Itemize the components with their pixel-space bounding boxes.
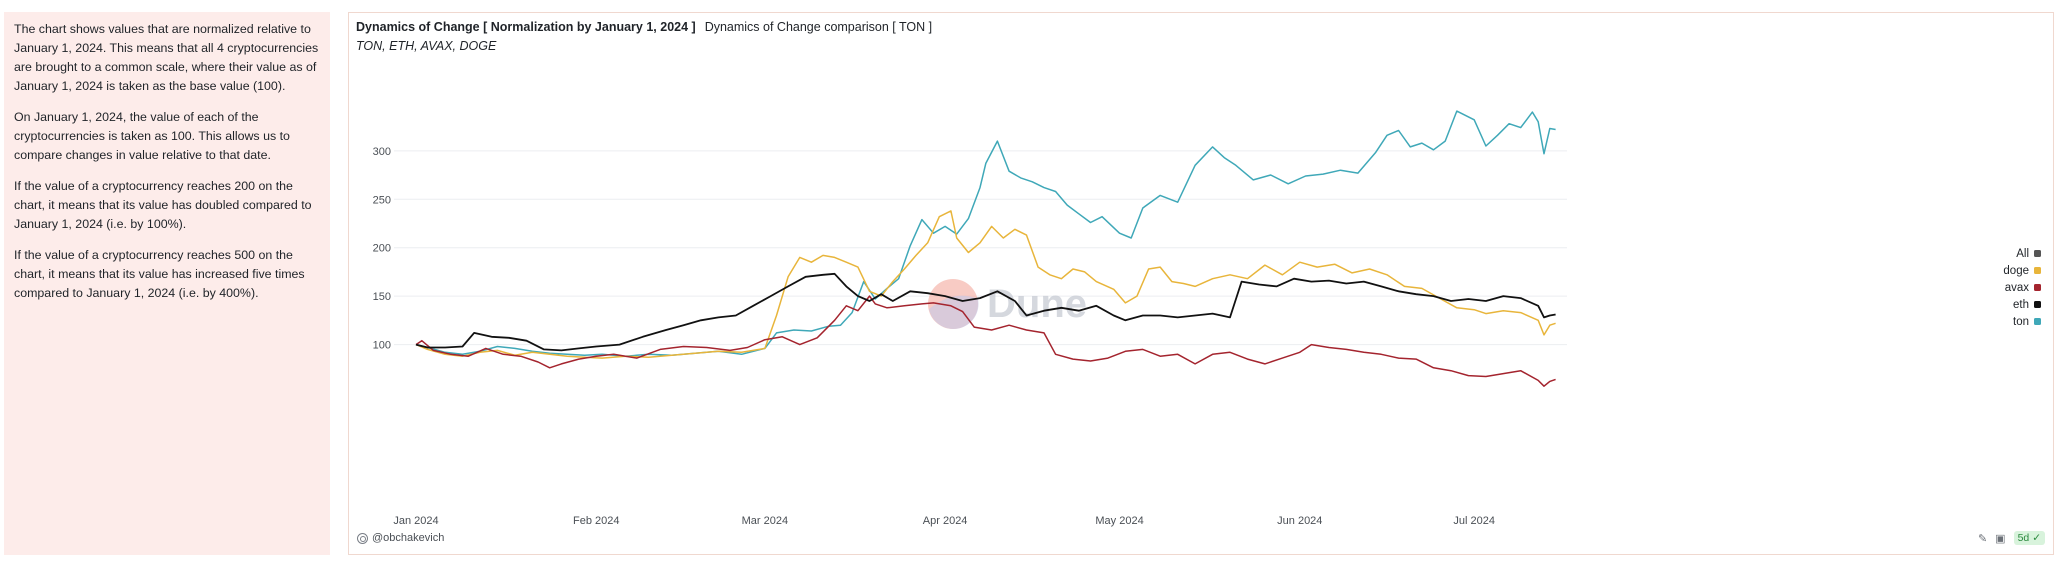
series-line-eth[interactable]: [415, 272, 1556, 352]
x-tick-label: Feb 2024: [573, 515, 619, 527]
y-tick-label: 200: [373, 243, 391, 255]
legend-item-ton[interactable]: ton: [2003, 313, 2041, 330]
user-avatar-icon: [357, 532, 368, 544]
y-tick-label: 100: [373, 340, 391, 352]
watermark-text: Dune: [987, 282, 1087, 326]
x-tick-label: May 2024: [1095, 515, 1143, 527]
legend-swatch: [2034, 267, 2041, 274]
legend-item-all[interactable]: All: [2003, 245, 2041, 262]
notes-panel: The chart shows values that are normaliz…: [4, 12, 330, 555]
x-tick-label: Jul 2024: [1453, 515, 1495, 527]
x-tick-label: Jun 2024: [1277, 515, 1322, 527]
line-chart: Dune 100 150 200 250 300 Jan 2024 Feb 2024 Mar…: [373, 110, 1567, 527]
legend-swatch: [2034, 301, 2041, 308]
legend-swatch: [2034, 284, 2041, 291]
legend-item-avax[interactable]: avax: [2003, 279, 2041, 296]
note-paragraph-4: If the value of a cryptocurrency reaches…: [14, 248, 305, 300]
y-axis-ticks: 100 150 200 250 300: [373, 146, 391, 352]
legend-label: eth: [2013, 298, 2029, 311]
chart-header: Dynamics of Change [ Normalization by Ja…: [356, 20, 932, 34]
legend-label: ton: [2013, 315, 2029, 328]
chart-legend: All doge avax eth ton: [2003, 245, 2041, 330]
legend-swatch: [2034, 250, 2041, 257]
legend-label: All: [2016, 247, 2029, 260]
note-paragraph-2: On January 1, 2024, the value of each of…: [14, 110, 290, 162]
legend-item-eth[interactable]: eth: [2003, 296, 2041, 313]
series-line-avax[interactable]: [415, 295, 1556, 387]
author-name: @obchakevich: [372, 532, 445, 544]
check-icon: ✓: [2032, 532, 2041, 544]
footer-tools: ✎ ▣ 5d ✓: [1978, 531, 2045, 545]
series-lines: [415, 110, 1556, 387]
camera-icon[interactable]: ▣: [1995, 532, 2006, 545]
note-paragraph-3: If the value of a cryptocurrency reaches…: [14, 179, 312, 231]
series-line-doge[interactable]: [415, 210, 1556, 359]
legend-label: doge: [2003, 264, 2029, 277]
chart-panel: Dune 100 150 200 250 300 Jan 2024 Feb 2024 Mar…: [348, 12, 2054, 555]
legend-item-doge[interactable]: doge: [2003, 262, 2041, 279]
chart-tab[interactable]: Dynamics of Change comparison [ TON ]: [704, 20, 933, 34]
x-tick-label: Jan 2024: [393, 515, 438, 527]
edit-icon[interactable]: ✎: [1977, 532, 1988, 545]
note-paragraph-1: The chart shows values that are normaliz…: [14, 22, 319, 93]
y-tick-label: 300: [373, 146, 391, 158]
chart-subtitle: TON, ETH, AVAX, DOGE: [356, 39, 497, 53]
legend-label: avax: [2004, 281, 2029, 294]
watermark: Dune: [928, 279, 1087, 329]
refresh-age: 5d: [2017, 532, 2030, 544]
author-credit[interactable]: @obchakevich: [357, 532, 444, 544]
legend-swatch: [2034, 318, 2041, 325]
series-line-ton[interactable]: [415, 110, 1556, 357]
x-tick-label: Apr 2024: [923, 515, 968, 527]
grid-lines: [394, 150, 1567, 346]
refresh-badge[interactable]: 5d ✓: [2013, 531, 2045, 545]
y-tick-label: 250: [373, 194, 391, 206]
x-axis-ticks: Jan 2024 Feb 2024 Mar 2024 Apr 2024 May 2024…: [393, 515, 1495, 527]
x-tick-label: Mar 2024: [742, 515, 788, 527]
y-tick-label: 150: [373, 291, 391, 303]
chart-title: Dynamics of Change [ Normalization by Ja…: [356, 20, 696, 34]
